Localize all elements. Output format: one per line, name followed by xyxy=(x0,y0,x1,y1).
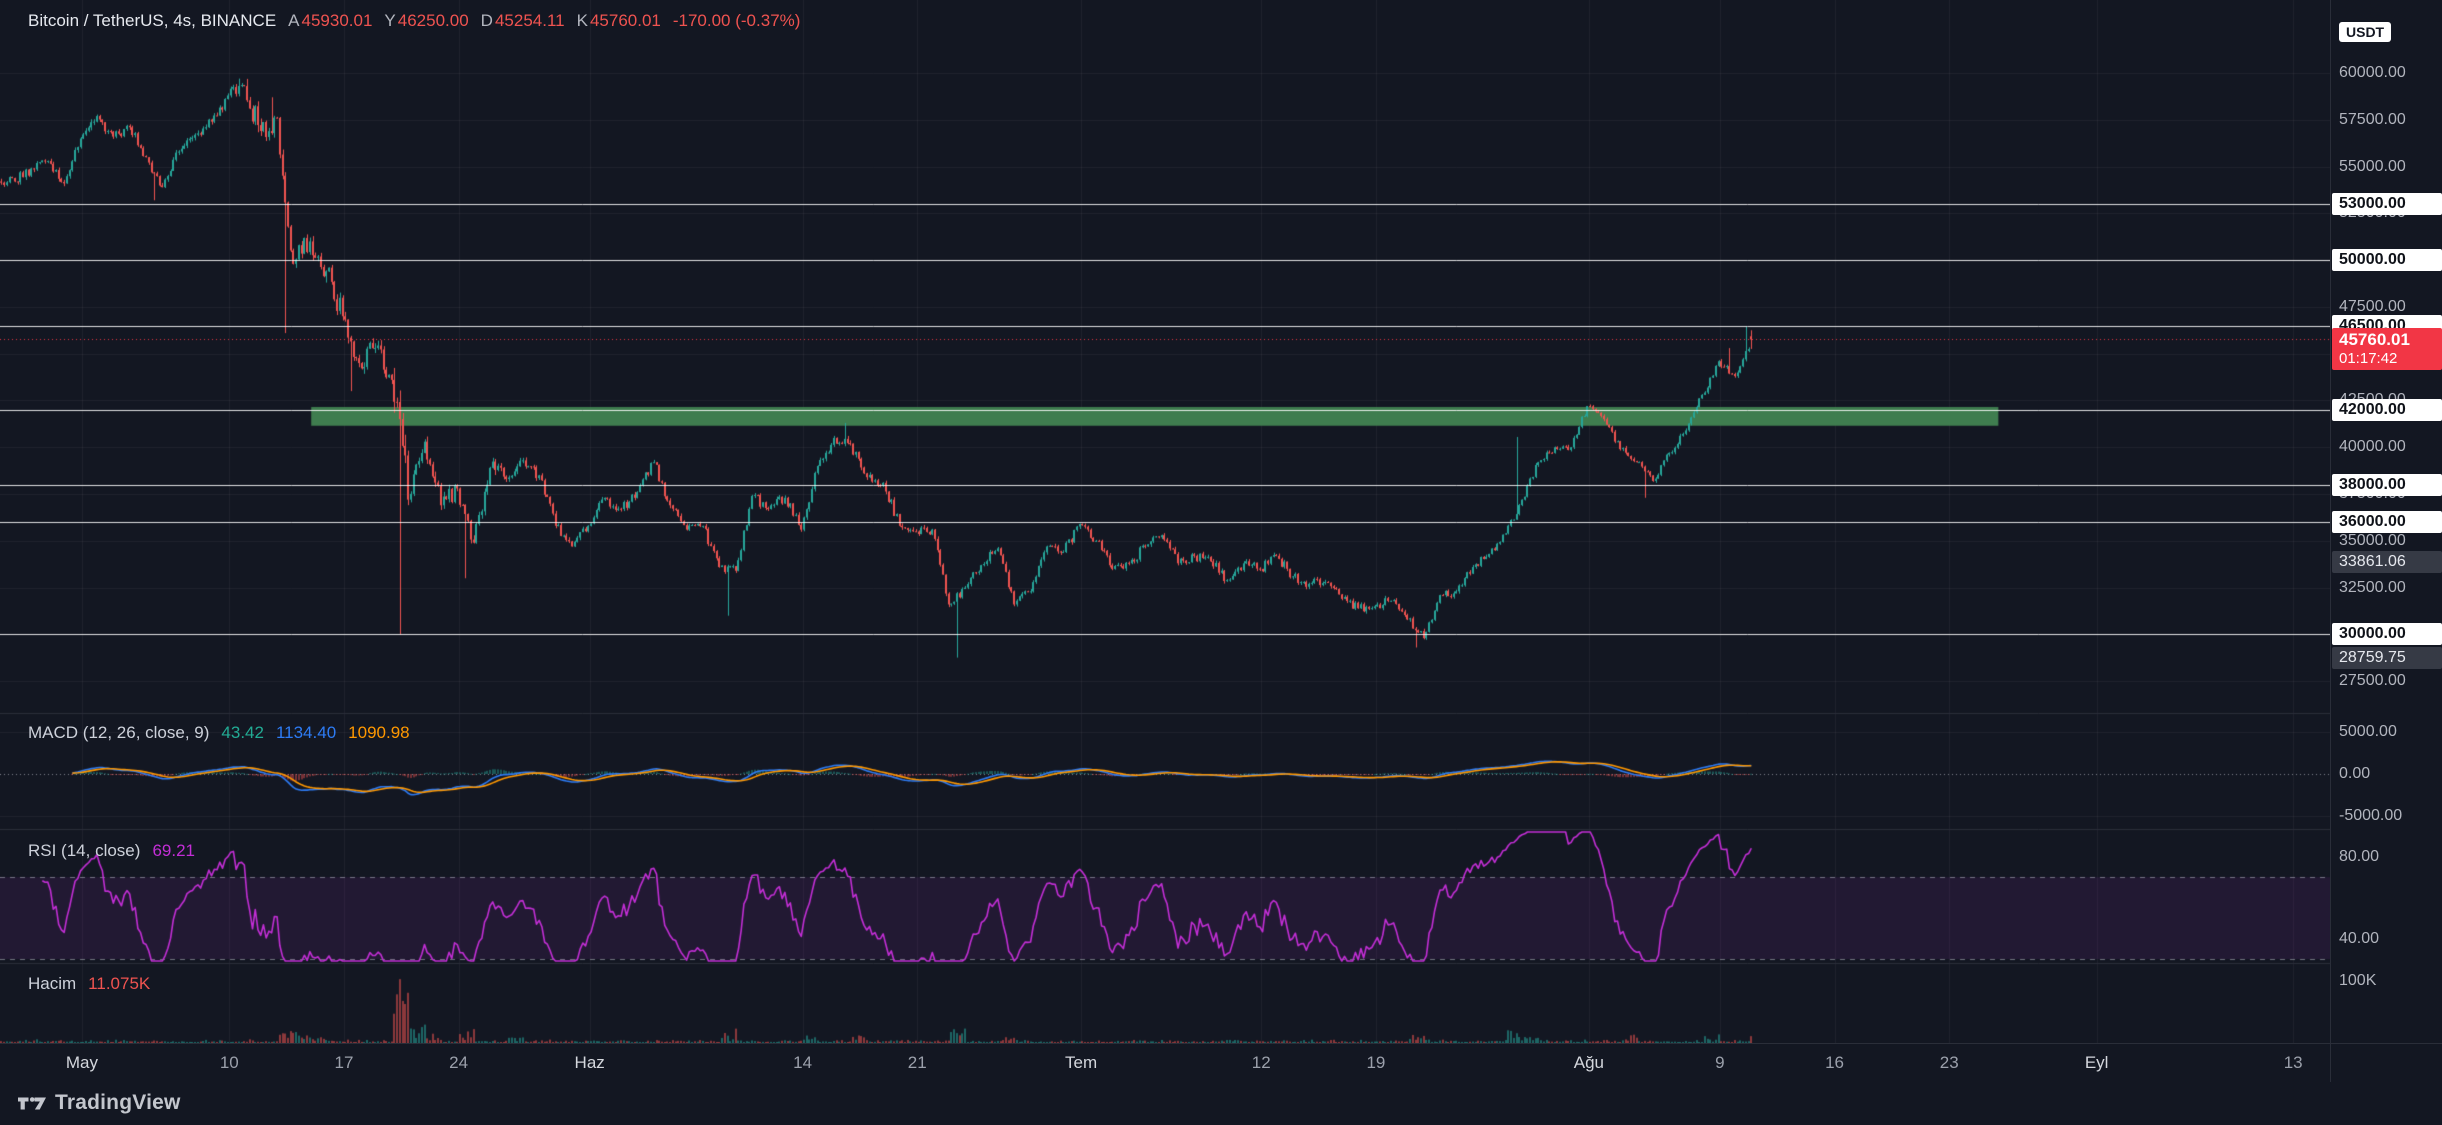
macd-signal-value: 1090.98 xyxy=(348,723,410,742)
low-value: 45254.11 xyxy=(494,11,565,30)
time-axis[interactable]: May 10 17 24 Haz 14 21 Tem 12 19 Ağu 9 16 23 Eyl 13 xyxy=(0,1043,2330,1083)
time-label: 23 xyxy=(1939,1053,1959,1072)
bar-countdown: 01:17:42 xyxy=(2339,350,2398,368)
time-label: 12 xyxy=(1251,1053,1271,1072)
last-price-tag: 45760.01 01:17:42 xyxy=(2332,328,2442,371)
price-tick-label: 40000.00 xyxy=(2339,438,2406,456)
price-line-tag: 38000.00 xyxy=(2332,473,2442,496)
macd-line-value: 1134.40 xyxy=(275,723,337,742)
time-label: 17 xyxy=(334,1053,354,1072)
price-tick-label: 27500.00 xyxy=(2339,672,2406,690)
price-line-tag: 53000.00 xyxy=(2332,192,2442,215)
price-line-tag: 36000.00 xyxy=(2332,511,2442,534)
time-label: 9 xyxy=(1715,1053,1725,1072)
time-axis-corner xyxy=(2330,1043,2442,1083)
time-label: 16 xyxy=(1825,1053,1845,1072)
volume-tick-label: 100K xyxy=(2339,972,2377,989)
symbol-title[interactable]: Bitcoin / TetherUS, 4s, BINANCE xyxy=(28,11,277,30)
tradingview-logo[interactable]: TradingView xyxy=(18,1091,181,1115)
volume-value: 11.075K xyxy=(88,974,151,993)
high-label: Y xyxy=(384,11,396,30)
price-level-tag: 28759.75 xyxy=(2332,646,2442,669)
volume-title[interactable]: Hacim xyxy=(28,974,77,993)
rsi-header: RSI (14, close) 69.21 xyxy=(28,841,195,861)
last-price-value: 45760.01 xyxy=(2339,330,2410,350)
price-axis[interactable]: USDT 60000.0057500.0055000.0052500.00500… xyxy=(2330,0,2442,1082)
volume-header: Hacim 11.075K xyxy=(28,974,150,994)
price-line-tag: 50000.00 xyxy=(2332,249,2442,272)
open-value: 45930.01 xyxy=(301,11,373,30)
time-label: May xyxy=(65,1053,98,1072)
chart-canvas[interactable] xyxy=(0,0,2330,1043)
time-label: Tem xyxy=(1065,1053,1098,1072)
time-label: 13 xyxy=(2283,1053,2303,1072)
time-label: Ağu xyxy=(1573,1053,1604,1072)
price-tick-label: 57500.00 xyxy=(2339,110,2406,128)
close-label: K xyxy=(576,11,588,30)
price-tick-label: 60000.00 xyxy=(2339,63,2406,81)
rsi-value: 69.21 xyxy=(152,841,195,860)
bottom-toolbar: TradingView xyxy=(0,1082,2442,1125)
price-line-tag: 42000.00 xyxy=(2332,398,2442,421)
rsi-tick-label: 80.00 xyxy=(2339,847,2380,865)
macd-title[interactable]: MACD (12, 26, close, 9) xyxy=(28,723,210,742)
time-label: 24 xyxy=(449,1053,469,1072)
ohlc-low: D 45254.11 xyxy=(481,11,565,31)
macd-tick-label: 0.00 xyxy=(2339,765,2371,783)
open-label: A xyxy=(288,11,300,30)
price-tick-label: 32500.00 xyxy=(2339,578,2406,596)
macd-tick-label: -5000.00 xyxy=(2339,806,2403,824)
time-label: 14 xyxy=(793,1053,813,1072)
macd-tick-label: 5000.00 xyxy=(2339,723,2397,741)
ohlc-close: K 45760.01 xyxy=(577,11,661,31)
low-label: D xyxy=(480,11,493,30)
time-label: 21 xyxy=(907,1053,927,1072)
price-line-tag: 30000.00 xyxy=(2332,623,2442,646)
high-value: 46250.00 xyxy=(397,11,469,30)
close-value: 45760.01 xyxy=(589,11,661,30)
rsi-tick-label: 40.00 xyxy=(2339,929,2380,947)
price-axis-unit-tag[interactable]: USDT xyxy=(2339,22,2392,42)
tradingview-logo-icon xyxy=(18,1096,46,1109)
time-label: 19 xyxy=(1366,1053,1386,1072)
macd-header: MACD (12, 26, close, 9) 43.42 1134.40 10… xyxy=(28,723,410,743)
time-label: Eyl xyxy=(2084,1053,2109,1072)
price-tick-label: 35000.00 xyxy=(2339,531,2406,549)
price-tick-label: 47500.00 xyxy=(2339,297,2406,315)
price-level-tag: 33861.06 xyxy=(2332,551,2442,574)
time-label: Haz xyxy=(574,1053,605,1072)
macd-hist-value: 43.42 xyxy=(221,723,264,742)
rsi-title[interactable]: RSI (14, close) xyxy=(28,841,141,860)
price-tick-label: 55000.00 xyxy=(2339,157,2406,175)
symbol-header: Bitcoin / TetherUS, 4s, BINANCE A 45930.0… xyxy=(28,11,800,31)
change-value: -170.00 (-0.37%) xyxy=(672,11,801,30)
time-label: 10 xyxy=(219,1053,239,1072)
ohlc-high: Y 46250.00 xyxy=(384,11,468,31)
ohlc-open: A 45930.01 xyxy=(288,11,372,31)
tradingview-logo-text: TradingView xyxy=(55,1091,181,1114)
